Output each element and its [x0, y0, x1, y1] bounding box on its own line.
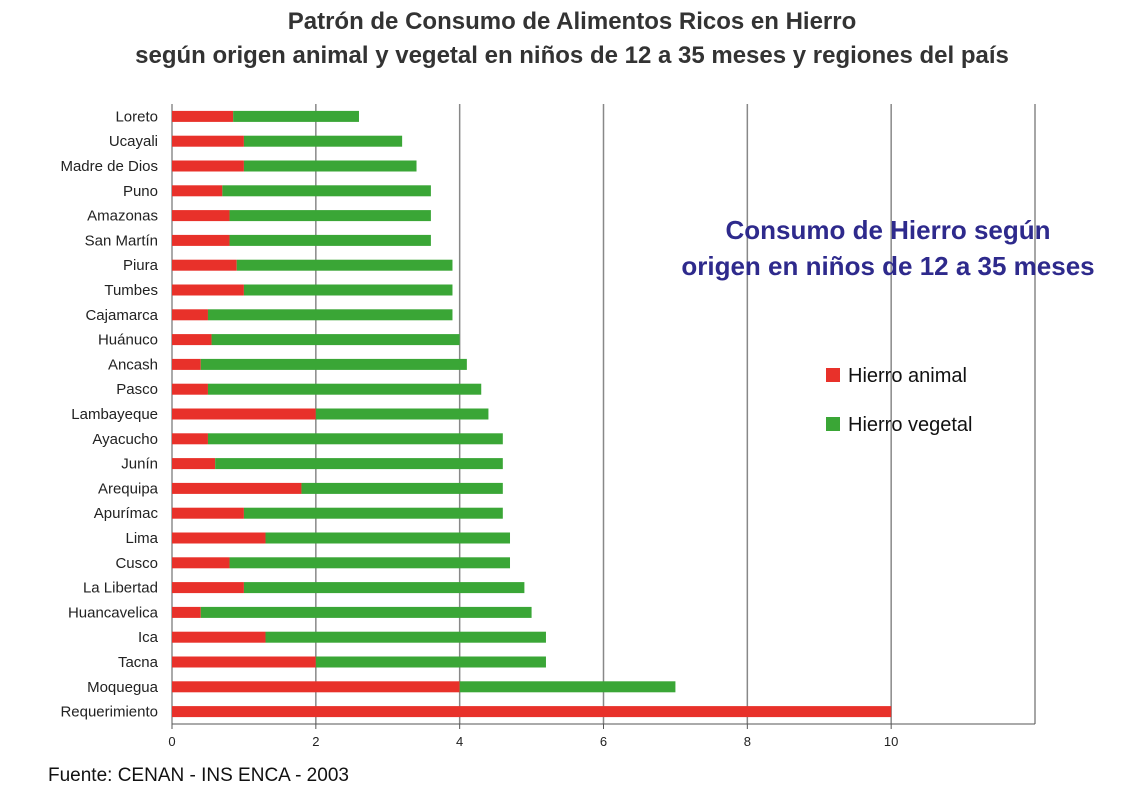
annotation-line1: Consumo de Hierro según — [725, 215, 1051, 245]
category-label: Huánuco — [98, 332, 158, 349]
bar-vegetal — [200, 358, 467, 370]
bar-vegetal — [459, 681, 676, 693]
category-label: Ayacucho — [92, 431, 158, 448]
bar-animal — [172, 110, 234, 122]
category-label: La Libertad — [83, 580, 158, 597]
category-label: Huancavelica — [68, 604, 159, 621]
bar-vegetal — [265, 532, 511, 544]
source-note: Fuente: CENAN - INS ENCA - 2003 — [48, 765, 349, 786]
bar-animal — [172, 706, 892, 718]
bar-vegetal — [315, 656, 546, 668]
category-label: Cajamarca — [85, 307, 158, 324]
bar-vegetal — [222, 185, 431, 197]
category-label: Arequipa — [98, 480, 159, 497]
category-label: Pasco — [116, 381, 158, 398]
category-label: Requerimiento — [60, 704, 158, 721]
legend-item-vegetal: Hierro vegetal — [826, 414, 973, 437]
category-label: Ucayali — [109, 133, 158, 150]
bar-animal — [172, 383, 208, 395]
bar-vegetal — [207, 309, 453, 321]
category-label: Moquegua — [87, 679, 159, 696]
x-tick-label: 8 — [744, 734, 751, 749]
category-label: Tacna — [118, 654, 159, 671]
bar-vegetal — [229, 210, 431, 222]
legend-item-animal: Hierro animal — [826, 365, 967, 388]
bar-animal — [172, 160, 244, 172]
bar-vegetal — [301, 482, 503, 494]
x-tick-label: 0 — [168, 734, 175, 749]
x-tick-label: 10 — [884, 734, 898, 749]
chart-title-line1: Patrón de Consumo de Alimentos Ricos en … — [287, 8, 857, 35]
bar-animal — [172, 259, 237, 271]
bar-vegetal — [207, 383, 482, 395]
bar-vegetal — [229, 557, 511, 569]
bar-animal — [172, 582, 244, 594]
bar-animal — [172, 358, 201, 370]
bar-animal — [172, 458, 216, 470]
x-tick-label: 4 — [456, 734, 463, 749]
category-label: Loreto — [115, 108, 158, 125]
category-label: San Martín — [85, 232, 158, 249]
bar-animal — [172, 656, 316, 668]
category-label: Junín — [121, 456, 158, 473]
bar-animal — [172, 284, 244, 296]
bar-vegetal — [211, 334, 460, 346]
chart-title-line2: según origen animal y vegetal en niños d… — [135, 42, 1009, 69]
legend-label-vegetal: Hierro vegetal — [848, 414, 973, 436]
category-label: Piura — [123, 257, 159, 274]
bar-animal — [172, 507, 244, 519]
legend-swatch-animal — [826, 367, 840, 382]
legend-label-animal: Hierro animal — [848, 365, 967, 387]
bar-animal — [172, 606, 201, 618]
category-label: Ica — [138, 629, 159, 646]
bar-animal — [172, 408, 316, 420]
bar-vegetal — [315, 408, 489, 420]
bar-animal — [172, 532, 266, 544]
bar-vegetal — [243, 135, 403, 147]
bar-animal — [172, 185, 223, 197]
bar-vegetal — [243, 582, 525, 594]
x-tick-label: 2 — [312, 734, 319, 749]
category-label: Apurímac — [94, 505, 159, 522]
annotation-line2: origen en niños de 12 a 35 meses — [681, 251, 1095, 281]
category-label: Cusco — [115, 555, 158, 572]
category-label: Ancash — [108, 356, 158, 373]
bar-animal — [172, 433, 208, 445]
bar-vegetal — [243, 507, 503, 519]
bar-vegetal — [233, 110, 359, 122]
bar-animal — [172, 631, 266, 643]
category-label: Tumbes — [104, 282, 158, 299]
category-label: Madre de Dios — [60, 158, 158, 175]
bar-animal — [172, 210, 230, 222]
category-label: Lambayeque — [71, 406, 158, 423]
bar-animal — [172, 334, 212, 346]
bar-vegetal — [236, 259, 453, 271]
bar-animal — [172, 135, 244, 147]
bar-vegetal — [207, 433, 503, 445]
category-label: Amazonas — [87, 208, 158, 225]
bar-animal — [172, 234, 230, 246]
bar-vegetal — [265, 631, 546, 643]
bar-vegetal — [229, 234, 431, 246]
bar-vegetal — [200, 606, 532, 618]
legend-swatch-vegetal — [826, 416, 840, 431]
bar-vegetal — [243, 284, 453, 296]
bar-vegetal — [215, 458, 503, 470]
category-label: Lima — [125, 530, 158, 547]
category-label: Puno — [123, 183, 158, 200]
bar-animal — [172, 557, 230, 569]
bar-animal — [172, 309, 208, 321]
bar-animal — [172, 681, 460, 693]
bar-vegetal — [243, 160, 417, 172]
x-tick-label: 6 — [600, 734, 607, 749]
bar-animal — [172, 482, 302, 494]
